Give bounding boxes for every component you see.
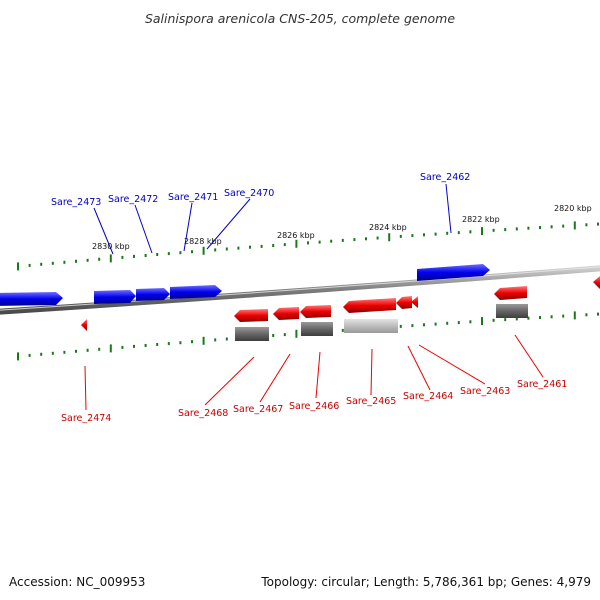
feature-block[interactable] <box>496 304 528 318</box>
gene-label-forward[interactable]: Sare_2470 <box>224 188 274 199</box>
map-title: Salinispora arenicola CNS-205, complete … <box>145 11 455 26</box>
scale-label: 2822 kbp <box>462 215 500 224</box>
gene-arrow-reverse[interactable] <box>300 305 331 318</box>
gene-arrow-forward[interactable] <box>94 290 136 304</box>
gene-arrow-reverse[interactable] <box>273 307 299 320</box>
reverse-leaders <box>84 334 544 411</box>
genome-stats-text: Topology: circular; Length: 5,786,361 bp… <box>260 575 591 589</box>
gene-arrow-forward[interactable] <box>417 264 490 281</box>
gene-label-reverse[interactable]: Sare_2468 <box>178 408 228 419</box>
gene-arrow-reverse[interactable] <box>593 276 600 289</box>
feature-block[interactable] <box>301 322 333 336</box>
gene-label-reverse[interactable]: Sare_2464 <box>403 391 453 402</box>
feature-block[interactable] <box>235 327 269 341</box>
gene-arrow-reverse[interactable] <box>81 319 87 331</box>
scale-label: 2830 kbp <box>92 242 130 251</box>
scale-label: 2824 kbp <box>369 223 407 232</box>
gene-label-reverse[interactable]: Sare_2466 <box>289 401 339 412</box>
gene-arrow-reverse[interactable] <box>343 298 396 313</box>
scale-label: 2820 kbp <box>554 204 592 213</box>
forward-genes <box>0 264 490 306</box>
scale-ticks-outer <box>17 221 599 271</box>
feature-block-light[interactable] <box>344 319 398 333</box>
gene-label-forward[interactable]: Sare_2462 <box>420 172 470 183</box>
forward-leaders <box>93 183 452 255</box>
gene-label-forward[interactable]: Sare_2472 <box>108 194 158 205</box>
gene-label-reverse[interactable]: Sare_2467 <box>233 404 283 415</box>
gene-label-reverse[interactable]: Sare_2463 <box>460 386 510 397</box>
gene-label-reverse[interactable]: Sare_2474 <box>61 413 111 424</box>
genome-backbone <box>0 265 600 315</box>
gene-arrow-forward[interactable] <box>136 288 170 301</box>
accession-text: Accession: NC_009953 <box>9 575 145 589</box>
gene-arrow-reverse[interactable] <box>234 309 268 322</box>
gene-arrow-reverse[interactable] <box>494 286 527 300</box>
scale-label: 2828 kbp <box>184 237 222 246</box>
gene-label-reverse[interactable]: Sare_2465 <box>346 396 396 407</box>
gene-label-reverse[interactable]: Sare_2461 <box>517 379 567 390</box>
scale-label: 2826 kbp <box>277 231 315 240</box>
gene-label-forward[interactable]: Sare_2473 <box>51 197 101 208</box>
reverse-genes <box>81 276 600 331</box>
gene-arrow-reverse[interactable] <box>411 296 418 308</box>
gray-features <box>235 304 528 341</box>
gene-arrow-forward[interactable] <box>0 292 63 306</box>
gene-arrow-reverse[interactable] <box>396 296 412 309</box>
gene-label-forward[interactable]: Sare_2471 <box>168 192 218 203</box>
gene-arrow-forward[interactable] <box>170 285 222 299</box>
